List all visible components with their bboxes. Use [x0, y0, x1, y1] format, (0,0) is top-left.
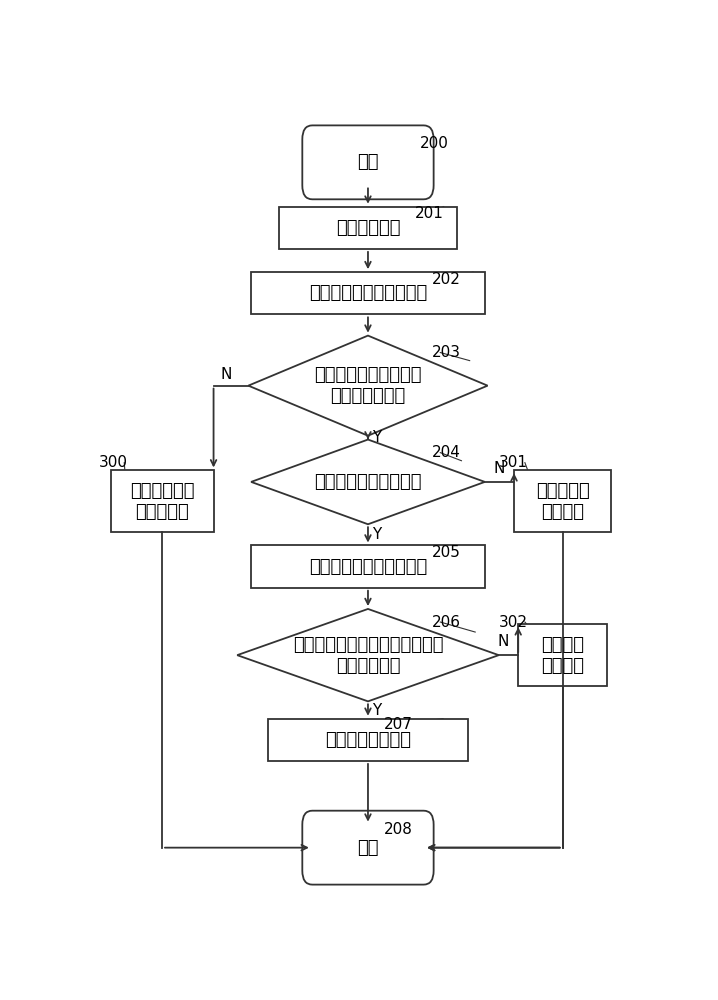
- Text: Y: Y: [372, 703, 381, 718]
- Text: 开始: 开始: [358, 153, 378, 171]
- Text: 检测使用者的位置特征值: 检测使用者的位置特征值: [309, 558, 427, 576]
- Text: 202: 202: [432, 272, 460, 287]
- Text: 207: 207: [384, 717, 413, 732]
- Polygon shape: [251, 440, 485, 524]
- Text: 204: 204: [432, 445, 460, 460]
- Text: 208: 208: [384, 822, 413, 837]
- Text: 301: 301: [499, 455, 528, 470]
- Bar: [279, 207, 457, 249]
- Text: 300: 300: [98, 455, 128, 470]
- Bar: [514, 470, 612, 532]
- Text: 进入外出
场景模式: 进入外出 场景模式: [541, 636, 584, 675]
- Text: 唤醒移动终端: 唤醒移动终端: [336, 219, 400, 237]
- Text: N: N: [220, 367, 232, 382]
- Text: Y: Y: [372, 430, 381, 445]
- Bar: [251, 545, 485, 588]
- Text: 302: 302: [499, 615, 528, 630]
- Text: 203: 203: [432, 345, 460, 360]
- Text: 匹配位置特征值，判断是否进入
家庭场景模式: 匹配位置特征值，判断是否进入 家庭场景模式: [293, 636, 443, 675]
- Text: 201: 201: [415, 206, 444, 221]
- FancyBboxPatch shape: [302, 811, 434, 885]
- Text: 200: 200: [420, 136, 449, 151]
- Text: 结束: 结束: [358, 839, 378, 857]
- Polygon shape: [248, 336, 488, 436]
- FancyBboxPatch shape: [302, 125, 434, 199]
- Text: N: N: [494, 461, 505, 476]
- Text: Y: Y: [372, 527, 381, 542]
- Bar: [268, 719, 468, 761]
- Text: 是否设置多个场景模式: 是否设置多个场景模式: [314, 473, 421, 491]
- Text: 进入唯一的
默认模式: 进入唯一的 默认模式: [536, 482, 589, 521]
- Polygon shape: [237, 609, 499, 701]
- Bar: [518, 624, 607, 686]
- Text: 进入家庭场景模式: 进入家庭场景模式: [325, 731, 411, 749]
- Text: 以访客身份访
问移动终端: 以访客身份访 问移动终端: [130, 482, 195, 521]
- Text: 匹配人脸特征值，判断
是否是机主用户: 匹配人脸特征值，判断 是否是机主用户: [314, 366, 421, 405]
- Bar: [111, 470, 213, 532]
- Text: N: N: [498, 634, 508, 649]
- Bar: [251, 272, 485, 314]
- Text: 206: 206: [432, 615, 460, 630]
- Text: 采集使用者的人脸特征值: 采集使用者的人脸特征值: [309, 284, 427, 302]
- Text: 205: 205: [432, 545, 460, 560]
